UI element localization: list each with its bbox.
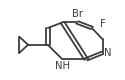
Text: F: F [100, 19, 105, 29]
Text: Br: Br [72, 9, 83, 19]
Text: N: N [104, 48, 112, 58]
Text: NH: NH [55, 61, 70, 71]
